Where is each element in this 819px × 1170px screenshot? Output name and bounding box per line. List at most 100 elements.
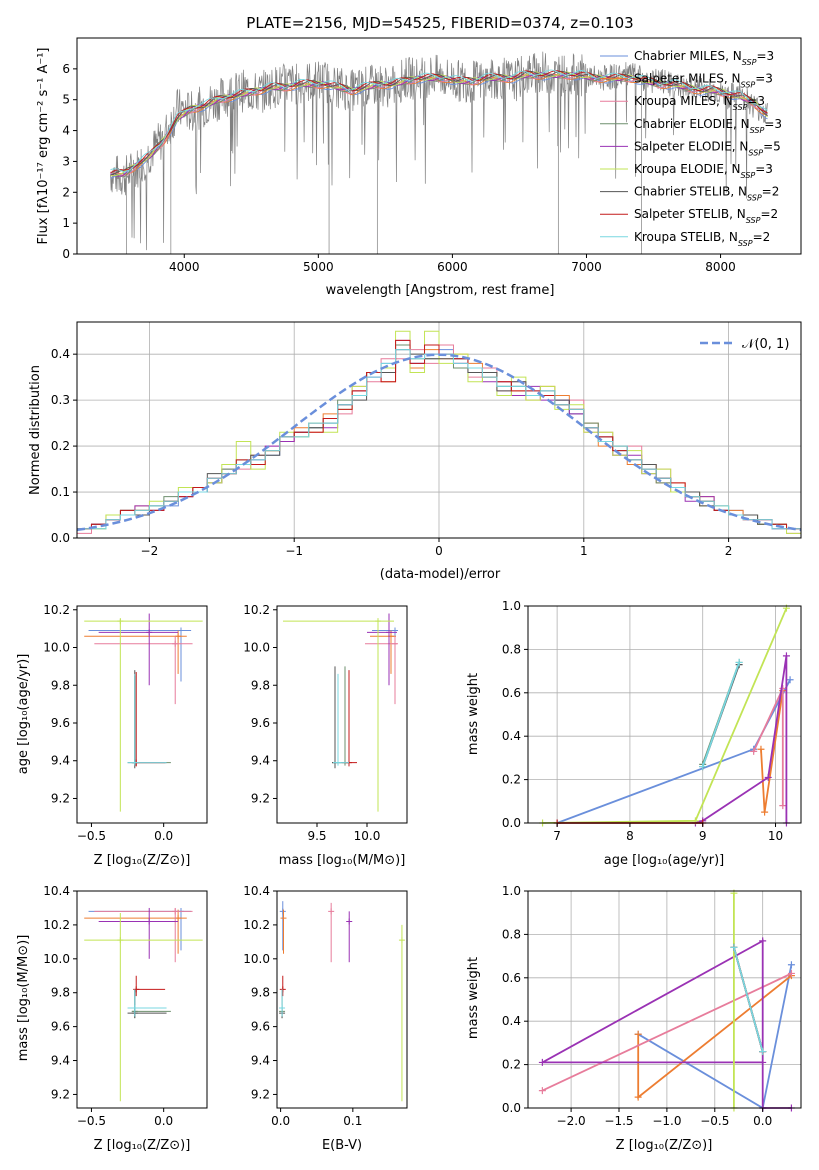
spectrum-legend: Chabrier MILES, NSSP=3 Salpeter MILES, NS… — [600, 49, 782, 247]
legend-label-9: Kroupa STELIB, NSSP=2 — [634, 230, 770, 248]
point-marker-5 — [346, 918, 353, 925]
residual-legend-label: 𝒩(0, 1) — [742, 337, 789, 352]
y-tick-label: 0.4 — [51, 347, 70, 361]
weight-marker-3 — [779, 684, 787, 692]
mass-age-xlabel: mass [log₁₀(M/M⊙)] — [279, 853, 406, 868]
point-marker-5 — [386, 629, 392, 636]
weight-marker-9 — [699, 763, 707, 771]
y-tick-label: 2 — [62, 185, 70, 199]
y-tick-label: 9.4 — [51, 754, 70, 768]
y-tick-label: 9.8 — [251, 986, 270, 1000]
model-curve-7 — [110, 70, 768, 176]
point-marker-3 — [172, 640, 179, 647]
y-tick-label: 9.4 — [251, 1054, 270, 1068]
weight-marker-5 — [538, 1058, 546, 1066]
gaussian-reference-curve — [76, 353, 802, 532]
mass-age-axes-frame — [276, 605, 408, 824]
x-tick-label: 1 — [580, 544, 588, 558]
weight-line-3 — [542, 972, 792, 1092]
y-tick-label: 10.2 — [243, 603, 270, 617]
x-tick-label: 0.0 — [271, 1114, 290, 1128]
model-curve-3 — [110, 73, 768, 177]
y-tick-label: 0.6 — [502, 686, 521, 700]
weight-marker-3 — [538, 1087, 546, 1095]
spectrum-xlabel: wavelength [Angstrom, rest frame] — [326, 283, 555, 298]
weight-marker-1 — [787, 961, 795, 969]
y-tick-label: 0.8 — [502, 927, 521, 941]
y-tick-label: 0.3 — [51, 393, 70, 407]
residual-legend: 𝒩(0, 1) — [700, 337, 789, 352]
weight-marker-5 — [782, 652, 790, 660]
x-tick-label: 4000 — [169, 260, 200, 274]
weight-marker-9 — [759, 1048, 767, 1056]
weight-marker-9 — [735, 658, 743, 666]
model-curve-9 — [110, 69, 768, 173]
point-marker-2 — [175, 915, 182, 922]
y-tick-label: 10.4 — [243, 884, 270, 898]
point-marker-6 — [117, 618, 124, 625]
weight-marker-5 — [759, 937, 767, 945]
age-weight-axes-frame — [527, 605, 802, 824]
weight-line-9 — [701, 662, 740, 767]
point-marker-9 — [335, 759, 341, 766]
weight-marker-2 — [757, 745, 765, 753]
y-tick-label: 0.4 — [502, 1014, 521, 1028]
x-tick-label: 10 — [768, 829, 783, 843]
point-marker-6 — [117, 937, 124, 944]
x-tick-label: −2.0 — [557, 1114, 586, 1128]
model-curve-4 — [110, 72, 768, 178]
model-curve-8 — [110, 70, 768, 174]
y-tick-label: 9.2 — [51, 791, 70, 805]
legend-label-6: Kroupa ELODIE, NSSP=3 — [634, 162, 773, 180]
z-mass-axes-frame — [76, 890, 208, 1109]
x-tick-label: 10.0 — [354, 829, 381, 843]
x-tick-label: −1.5 — [604, 1114, 633, 1128]
weight-marker-5 — [764, 773, 772, 781]
z-age-ylabel: age [log₁₀(age/yr)] — [16, 654, 31, 775]
z-age-xlabel: Z [log₁₀(Z/Z⊙)] — [94, 853, 191, 868]
z-age-panel: −0.5 0.0 9.2 9.4 9.6 9.8 10.0 10.2 Z [log₁₀(Z/Z… — [16, 603, 208, 868]
age-weight-xlabel: age [log₁₀(age/yr)] — [604, 853, 725, 868]
spectrum-panel: 4000 5000 6000 7000 8000 0 1 2 3 4 5 6 wavelength [… — [36, 37, 802, 298]
y-tick-label: 0 — [62, 247, 70, 261]
point-marker-9 — [131, 759, 138, 766]
y-tick-label: 3 — [62, 154, 70, 168]
legend-label-8: Salpeter STELIB, NSSP=2 — [634, 207, 778, 225]
point-marker-9 — [131, 1004, 138, 1011]
y-tick-label: 10.2 — [43, 603, 70, 617]
ebv-mass-axes-frame — [276, 890, 408, 1109]
z-mass-ylabel: mass [log₁₀(M/M⊙)] — [16, 935, 31, 1062]
weight-marker-1 — [786, 676, 794, 684]
y-tick-label: 9.6 — [51, 716, 70, 730]
point-marker-8 — [133, 986, 140, 993]
residual-xlabel: (data-model)/error — [380, 567, 501, 582]
x-tick-label: −1.0 — [652, 1114, 681, 1128]
z-weight-ylabel: mass weight — [466, 957, 481, 1039]
point-marker-6 — [375, 618, 381, 625]
z-weight-xlabel: Z [log₁₀(Z/Z⊙)] — [616, 1138, 713, 1153]
y-tick-label: 6 — [62, 62, 70, 76]
figure-title: PLATE=2156, MJD=54525, FIBERID=0374, z=0… — [246, 14, 633, 32]
x-tick-label: 0.0 — [154, 1114, 173, 1128]
y-tick-label: 10.0 — [243, 952, 270, 966]
weight-marker-5 — [759, 1058, 767, 1066]
y-tick-label: 0.0 — [502, 816, 521, 830]
age-weight-ylabel: mass weight — [466, 673, 481, 755]
y-tick-label: 10.4 — [43, 884, 70, 898]
y-tick-label: 9.2 — [251, 791, 270, 805]
x-tick-label: 8000 — [705, 260, 736, 274]
x-tick-label: 0 — [435, 544, 443, 558]
x-tick-label: 0.0 — [753, 1114, 772, 1128]
x-tick-label: 9 — [699, 829, 707, 843]
x-tick-label: −2 — [141, 544, 159, 558]
y-tick-label: 9.8 — [51, 986, 70, 1000]
y-tick-label: 10.0 — [243, 641, 270, 655]
legend-label-7: Chabrier STELIB, NSSP=2 — [634, 185, 779, 203]
weight-line-6 — [542, 607, 788, 824]
y-tick-label: 9.6 — [51, 1020, 70, 1034]
y-tick-label: 9.6 — [251, 716, 270, 730]
point-marker-1 — [279, 908, 286, 915]
y-tick-label: 10.2 — [243, 918, 270, 932]
y-tick-label: 0.2 — [502, 1058, 521, 1072]
